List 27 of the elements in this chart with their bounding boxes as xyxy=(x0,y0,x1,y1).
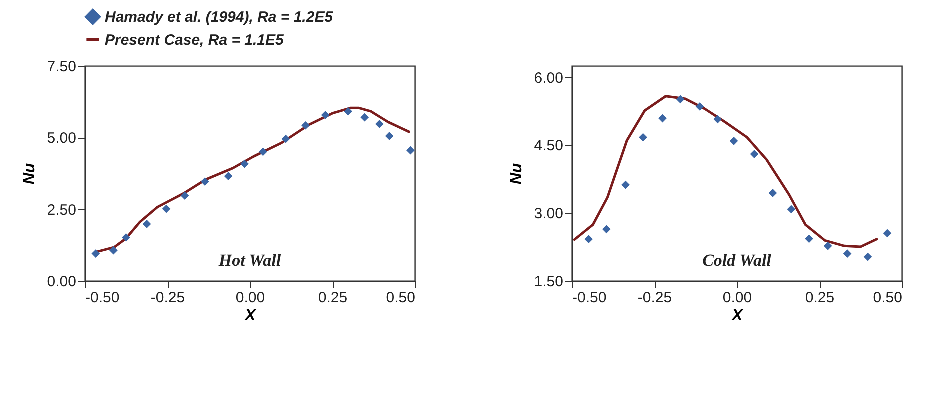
y-axis-title: Nu xyxy=(21,163,38,185)
y-tick-label: 5.00 xyxy=(47,130,76,148)
y-tick-label: 6.00 xyxy=(534,70,564,87)
x-tick-label: 0.25 xyxy=(318,290,348,306)
y-tick-label: 3.00 xyxy=(534,206,564,223)
annotation: Hot Wall xyxy=(218,251,282,270)
x-tick-label: -0.25 xyxy=(150,290,186,306)
y-tick-label: 4.50 xyxy=(534,138,564,155)
x-tick-label: 0.00 xyxy=(236,290,266,306)
x-axis-title: X xyxy=(244,308,258,324)
y-tick-label: 1.50 xyxy=(534,274,564,290)
line-series xyxy=(573,95,878,248)
x-tick-label: -0.50 xyxy=(572,290,607,306)
x-tick-label: 0.00 xyxy=(722,290,752,306)
x-tick-label: -0.25 xyxy=(638,290,672,306)
y-tick-label: 7.50 xyxy=(47,58,76,76)
legend-label: Present Case, Ra = 1.1E5 xyxy=(105,32,285,49)
y-tick-label: 0.00 xyxy=(47,274,76,290)
x-tick-label: 0.50 xyxy=(386,290,416,306)
annotation: Cold Wall xyxy=(702,251,772,270)
y-axis-title: Nu xyxy=(508,163,526,185)
y-tick-label: 2.50 xyxy=(47,202,76,219)
x-axis-title: X xyxy=(731,308,744,324)
x-tick-label: 0.25 xyxy=(805,290,835,306)
x-tick-label: -0.50 xyxy=(86,290,120,306)
legend-label: Hamady et al. (1994), Ra = 1.2E5 xyxy=(105,9,334,26)
x-tick-label: 0.50 xyxy=(873,290,902,306)
